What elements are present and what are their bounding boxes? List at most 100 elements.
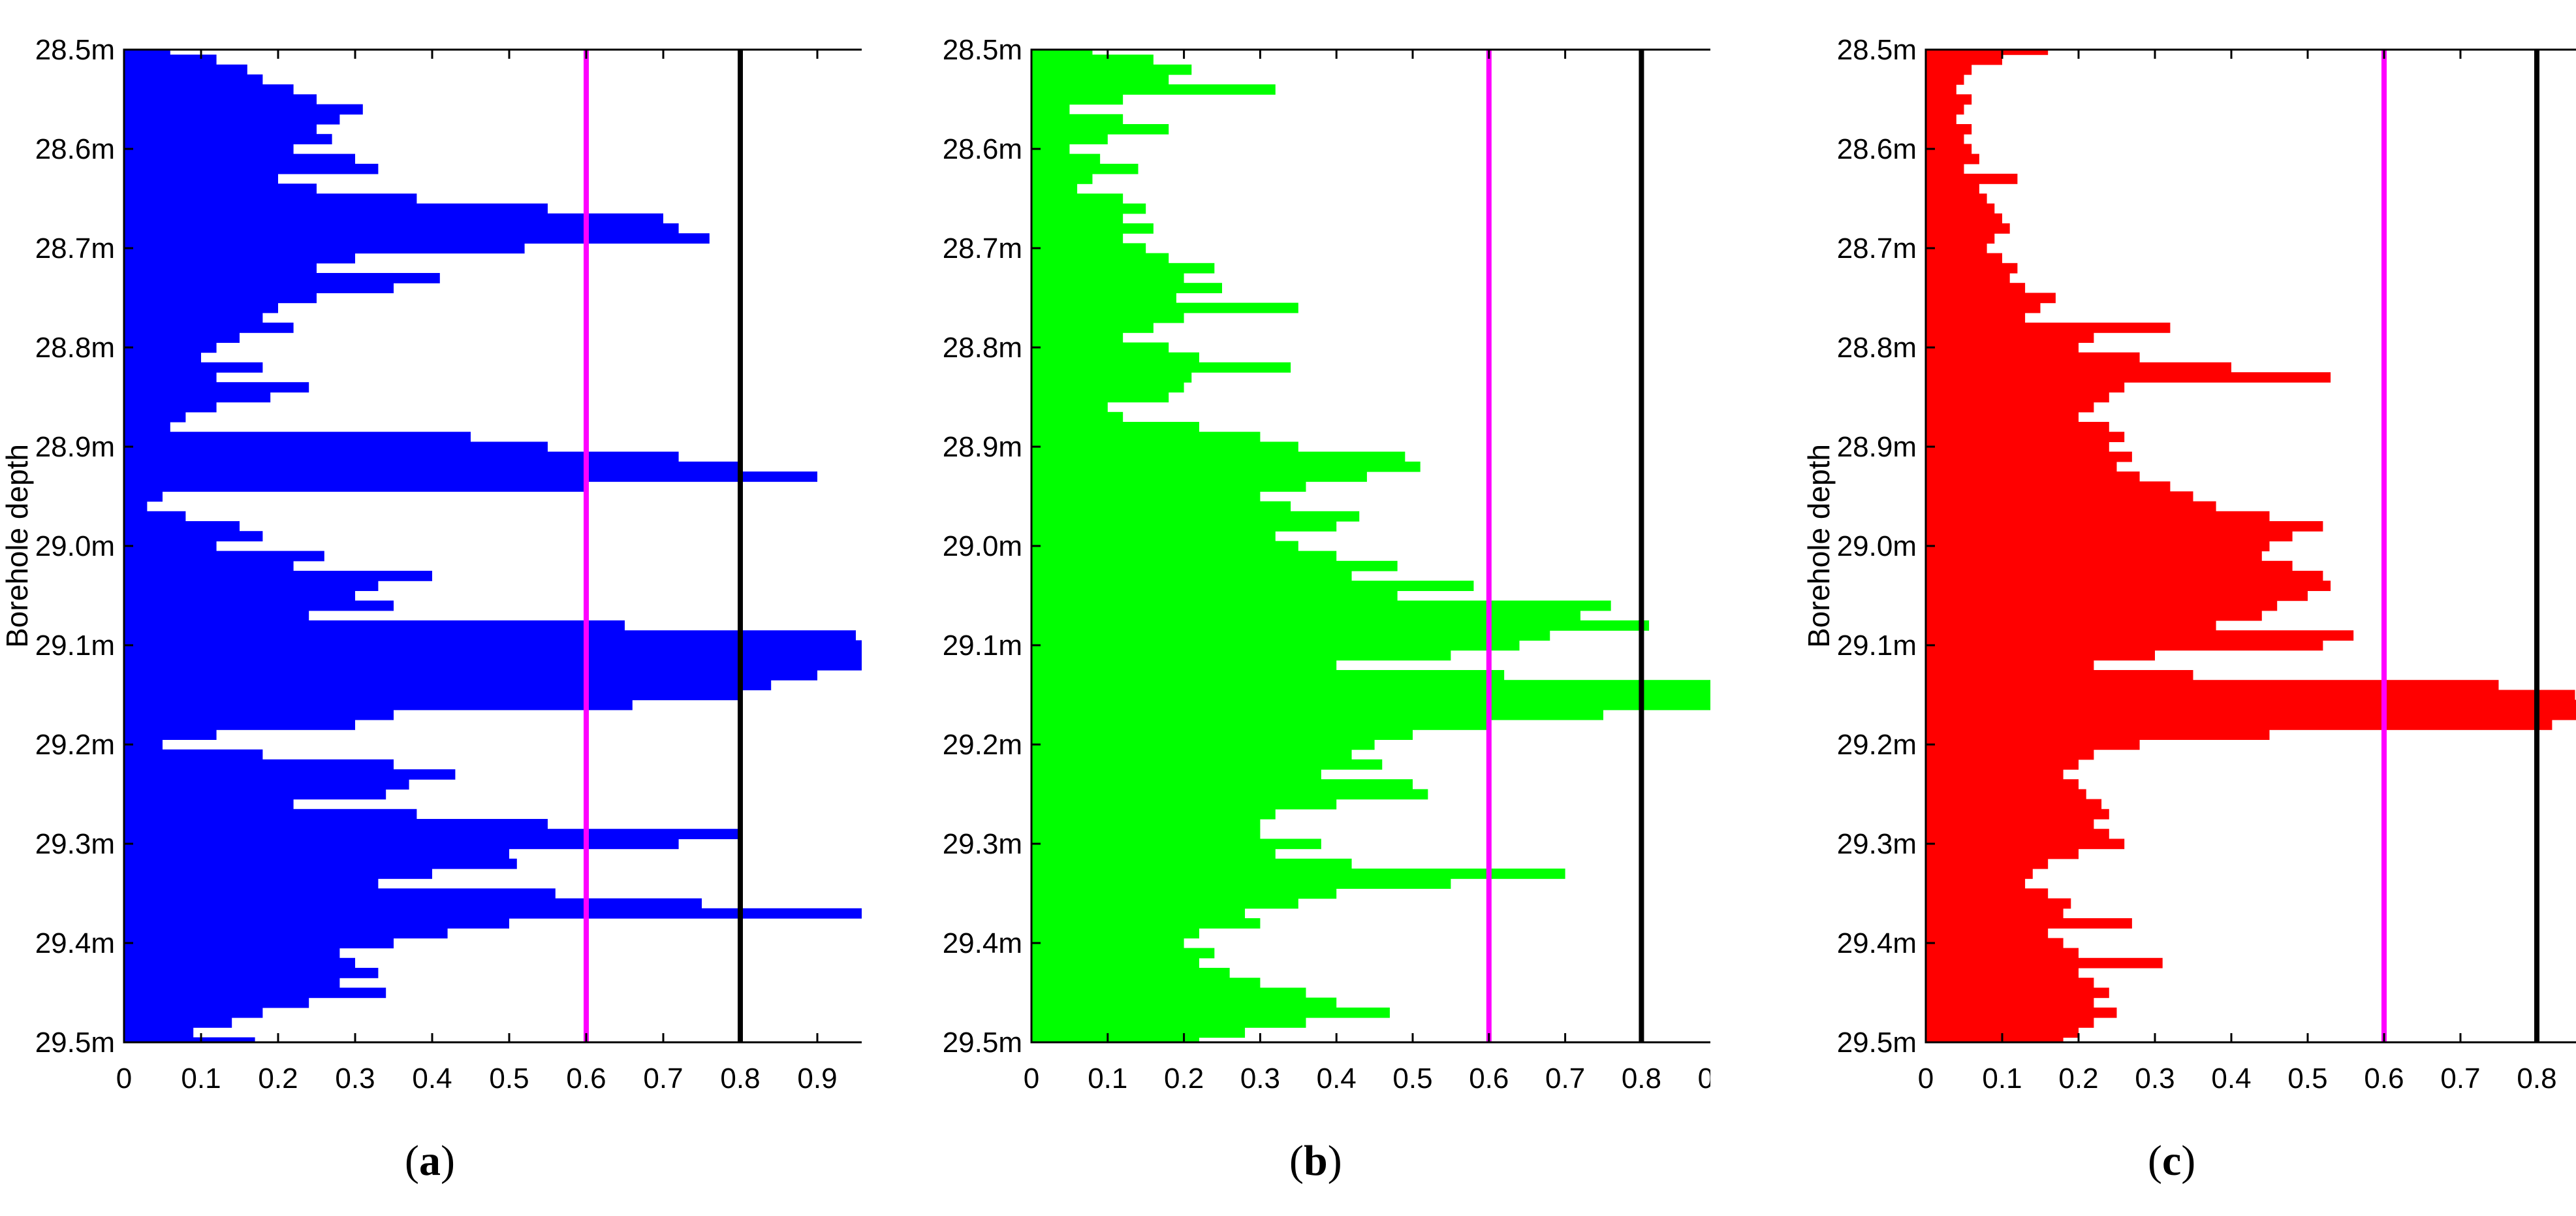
profile-bar [1031,362,1291,373]
y-tick-label: 28.9m [943,431,1022,463]
profile-bar [124,1027,194,1038]
profile-bar [1031,273,1184,283]
profile-bar [1031,848,1276,859]
y-tick-label: 28.6m [35,133,115,165]
profile-bar [1031,680,1710,690]
profile-bar [1031,699,1710,711]
x-tick-label: 0.8 [2517,1063,2556,1095]
profile-bar [1926,432,2125,442]
profile-bar [1031,302,1298,313]
profile-bar [124,839,679,850]
y-tick-label: 28.6m [1837,133,1917,165]
y-tick-label: 29.1m [35,630,115,662]
y-tick-label: 28.5m [1837,34,1917,66]
profile-bar [1926,114,1956,125]
profile-bar [1926,451,2132,462]
profile-bar [1031,432,1261,442]
profile-bar [124,491,163,502]
profile-bar [1031,560,1398,571]
profile-bar [1926,411,2079,423]
profile-bar [1926,352,2140,363]
profile-bar [1031,789,1428,800]
profile-bar [1926,342,2079,353]
y-tick-label: 28.9m [1837,431,1917,463]
profile-bar [1031,640,1520,651]
profile-bar [1031,104,1070,115]
profile-bar [1926,213,2002,224]
profile-bar [1031,581,1474,591]
profile-bar [124,888,556,899]
profile-bar [1031,422,1199,432]
profile-bar [124,293,317,304]
profile-bar [1031,332,1123,343]
profile-bar [1926,94,1972,105]
profile-bar [1031,839,1321,850]
x-tick-label: 0.5 [1392,1063,1432,1095]
profile-bar [1926,690,2575,701]
profile-bar [1926,888,2049,899]
y-tick-label: 29.0m [1837,530,1917,562]
profile-bar [124,441,548,453]
profile-bar [1031,94,1123,105]
profile-bar [1031,660,1337,671]
profile-bar [124,1017,232,1028]
profile-bar [1031,650,1451,661]
profile-bar [1031,888,1337,899]
profile-bar [1926,769,2064,780]
y-tick-label: 29.4m [35,927,115,959]
profile-bar [1926,541,2270,552]
profile-bar [1926,203,1995,214]
x-tick-label: 0.2 [2058,1063,2098,1095]
profile-bar [1926,759,2079,770]
profile-bar [1031,987,1306,999]
x-tick-label: 0.9 [797,1063,837,1095]
y-tick-label: 29.3m [1837,828,1917,860]
profile-bar [1926,472,2140,482]
profile-bar [1031,620,1650,631]
profile-bar [1031,213,1123,224]
x-tick-label: 0.5 [2287,1063,2327,1095]
profile-bar [124,213,663,224]
profile-bar [124,829,740,839]
profile-bar [1031,749,1352,760]
x-tick-label: 0.7 [2440,1063,2480,1095]
y-tick-label: 29.2m [35,729,115,761]
profile-bar [1926,134,1964,144]
profile-bar [124,74,263,85]
profile-bar [1031,808,1276,820]
y-tick-label: 29.1m [943,630,1022,662]
profile-bar [124,432,471,442]
x-tick-label: 0.1 [1982,1063,2022,1095]
profile-bar [1031,323,1154,333]
profile-bar [1926,720,2552,730]
profile-bar [1926,153,1979,165]
profile-bar [124,968,379,978]
profile-bar [124,422,170,432]
profile-bar [124,50,170,56]
y-tick-label: 29.3m [943,828,1022,860]
x-tick-label: 0.8 [720,1063,760,1095]
profile-bar [1926,709,2576,720]
chart-panel-c: 00.10.20.30.40.50.60.70.80.9128.5m28.6m2… [1710,0,2576,1110]
profile-bar [124,114,340,125]
profile-bar [124,620,625,631]
profile-bar [1031,461,1421,472]
y-tick-label: 28.7m [943,232,1022,264]
profile-bar [1926,174,2018,184]
profile-bar [124,918,509,929]
profile-bar [1926,392,2109,403]
x-tick-label: 0.9 [1698,1063,1710,1095]
profile-bar [1031,144,1070,155]
profile-bar [1926,640,2323,651]
x-tick-label: 0.6 [566,1063,606,1095]
x-tick-label: 0.7 [643,1063,683,1095]
profile-bar [124,144,294,155]
profile-bar [1926,848,2079,859]
profile-bar [1926,54,2002,65]
profile-bar [1031,630,1550,641]
y-tick-label: 29.2m [1837,729,1917,761]
profile-bar [1926,1037,2064,1043]
profile-bar [1926,293,2056,304]
profile-bar [1926,253,2002,264]
profile-bar [1031,203,1146,214]
